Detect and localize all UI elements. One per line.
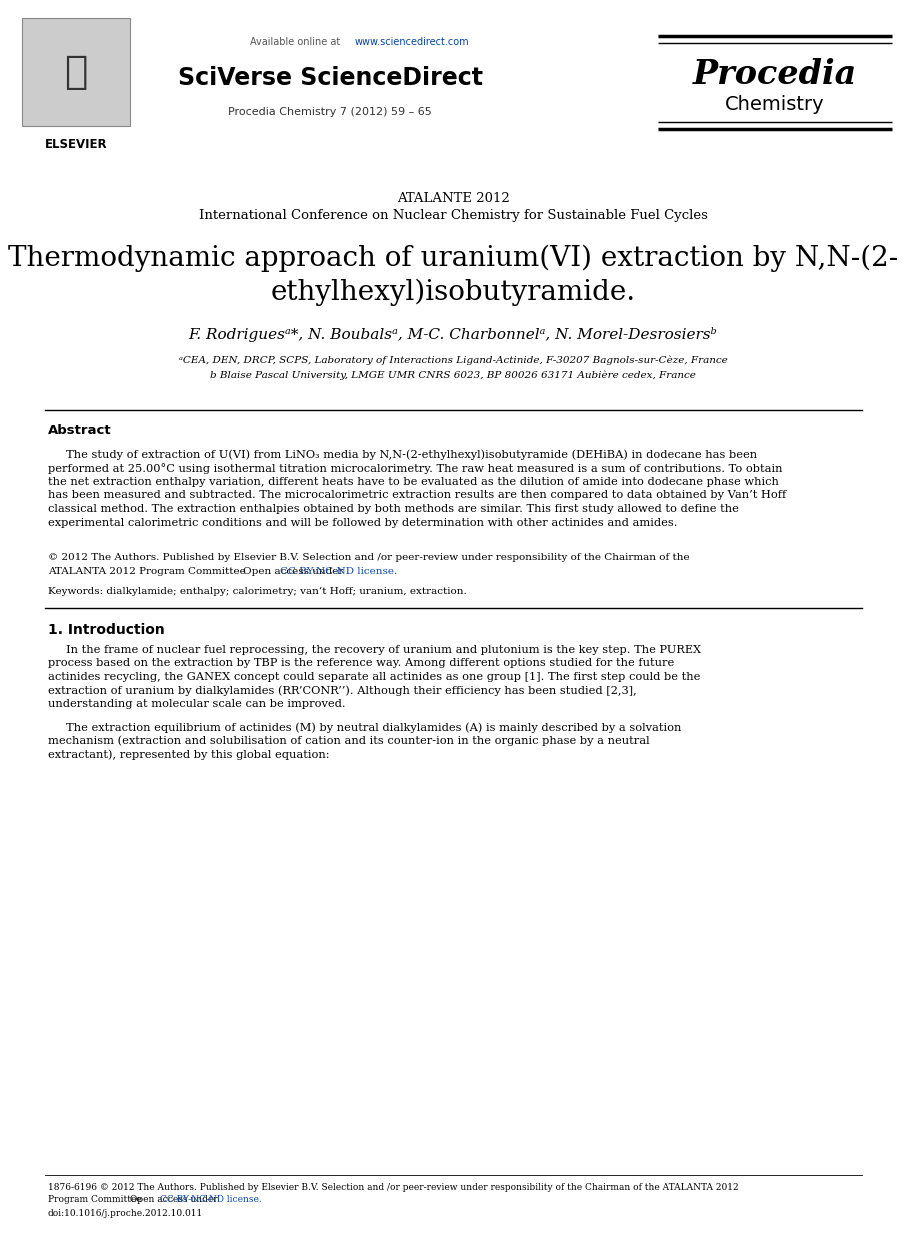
Text: © 2012 The Authors. Published by Elsevier B.V. Selection and /or peer-review und: © 2012 The Authors. Published by Elsevie… — [48, 553, 689, 562]
Text: The study of extraction of U(VI) from LiNO₃ media by N,N-(2-ethylhexyl)isobutyra: The study of extraction of U(VI) from Li… — [48, 449, 757, 461]
Text: classical method. The extraction enthalpies obtained by both methods are similar: classical method. The extraction enthalp… — [48, 504, 739, 514]
Text: Keywords: dialkylamide; enthalpy; calorimetry; van’t Hoff; uranium, extraction.: Keywords: dialkylamide; enthalpy; calori… — [48, 588, 467, 597]
FancyBboxPatch shape — [22, 19, 130, 126]
Text: mechanism (extraction and solubilisation of cation and its counter-ion in the or: mechanism (extraction and solubilisation… — [48, 735, 649, 747]
Text: 🌳: 🌳 — [64, 53, 88, 92]
Text: In the frame of nuclear fuel reprocessing, the recovery of uranium and plutonium: In the frame of nuclear fuel reprocessin… — [48, 645, 701, 655]
Text: Open access under: Open access under — [130, 1196, 220, 1205]
Text: Procedia: Procedia — [693, 58, 857, 92]
Text: performed at 25.00°C using isothermal titration microcalorimetry. The raw heat m: performed at 25.00°C using isothermal ti… — [48, 463, 783, 474]
Text: Open access under: Open access under — [243, 567, 346, 577]
Text: International Conference on Nuclear Chemistry for Sustainable Fuel Cycles: International Conference on Nuclear Chem… — [199, 208, 707, 222]
Text: doi:10.1016/j.proche.2012.10.011: doi:10.1016/j.proche.2012.10.011 — [48, 1208, 203, 1217]
Text: ELSEVIER: ELSEVIER — [44, 137, 107, 151]
Text: ethylhexyl)isobutyramide.: ethylhexyl)isobutyramide. — [270, 279, 636, 306]
Text: ATALANTA 2012 Program Committee: ATALANTA 2012 Program Committee — [48, 567, 252, 577]
Text: the net extraction enthalpy variation, different heats have to be evaluated as t: the net extraction enthalpy variation, d… — [48, 477, 779, 487]
Text: CC BY-NC-ND license.: CC BY-NC-ND license. — [280, 567, 397, 577]
Text: Thermodynamic approach of uranium(VI) extraction by N,N-(2-: Thermodynamic approach of uranium(VI) ex… — [8, 244, 898, 271]
Text: b Blaise Pascal University, LMGE UMR CNRS 6023, BP 80026 63171 Aubière cedex, Fr: b Blaise Pascal University, LMGE UMR CNR… — [210, 370, 696, 380]
Text: extraction of uranium by dialkylamides (RR’CONR’’). Although their efficiency ha: extraction of uranium by dialkylamides (… — [48, 685, 637, 696]
Text: SciVerse ScienceDirect: SciVerse ScienceDirect — [178, 66, 483, 90]
Text: The extraction equilibrium of actinides (M) by neutral dialkylamides (A) is main: The extraction equilibrium of actinides … — [48, 722, 681, 733]
Text: extractant), represented by this global equation:: extractant), represented by this global … — [48, 749, 329, 760]
Text: experimental calorimetric conditions and will be followed by determination with : experimental calorimetric conditions and… — [48, 517, 678, 527]
Text: www.sciencedirect.com: www.sciencedirect.com — [355, 37, 470, 47]
Text: CC BY-NC-ND license.: CC BY-NC-ND license. — [160, 1196, 262, 1205]
Text: F. Rodriguesᵃ*, N. Boubalsᵃ, M-C. Charbonnelᵃ, N. Morel-Desrosiersᵇ: F. Rodriguesᵃ*, N. Boubalsᵃ, M-C. Charbo… — [189, 328, 717, 343]
Text: Available online at: Available online at — [250, 37, 344, 47]
Text: has been measured and subtracted. The microcalorimetric extraction results are t: has been measured and subtracted. The mi… — [48, 490, 786, 500]
Text: 1. Introduction: 1. Introduction — [48, 623, 165, 638]
Text: Abstract: Abstract — [48, 423, 112, 437]
Text: Chemistry: Chemistry — [726, 95, 824, 114]
Text: ATALANTE 2012: ATALANTE 2012 — [396, 192, 510, 204]
Text: 1876-6196 © 2012 The Authors. Published by Elsevier B.V. Selection and /or peer-: 1876-6196 © 2012 The Authors. Published … — [48, 1182, 738, 1191]
Text: ᵃCEA, DEN, DRCP, SCPS, Laboratory of Interactions Ligand-Actinide, F-30207 Bagno: ᵃCEA, DEN, DRCP, SCPS, Laboratory of Int… — [179, 355, 727, 365]
Text: Procedia Chemistry 7 (2012) 59 – 65: Procedia Chemistry 7 (2012) 59 – 65 — [229, 106, 432, 118]
Text: actinides recycling, the GANEX concept could separate all actinides as one group: actinides recycling, the GANEX concept c… — [48, 672, 700, 682]
Text: Program Committee: Program Committee — [48, 1196, 148, 1205]
Text: process based on the extraction by TBP is the reference way. Among different opt: process based on the extraction by TBP i… — [48, 659, 674, 669]
Text: understanding at molecular scale can be improved.: understanding at molecular scale can be … — [48, 699, 346, 709]
